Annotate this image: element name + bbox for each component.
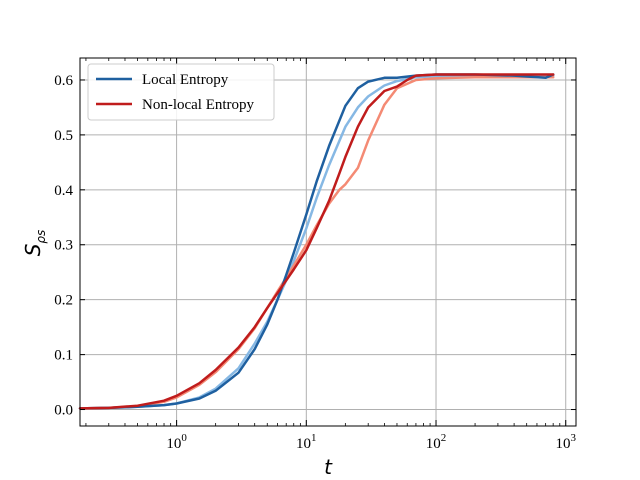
y-axis-label-subscript: ρs	[34, 230, 48, 244]
series-line-1	[78, 75, 555, 410]
x-tick-label: 101	[296, 432, 317, 452]
x-tick-label-base: 10	[555, 436, 570, 452]
x-tick-label-exponent: 0	[181, 432, 187, 444]
y-tick-label: 0.0	[54, 403, 73, 419]
legend-label-nonlocal: Non-local Entropy	[142, 97, 255, 113]
x-tick-label: 100	[166, 432, 187, 452]
x-axis-label: t	[324, 455, 333, 479]
x-tick-label-exponent: 1	[311, 432, 317, 444]
y-tick-label: 0.2	[54, 293, 73, 309]
y-tick-label: 0.4	[54, 183, 73, 199]
x-tick-label: 102	[426, 432, 447, 452]
legend-label-local: Local Entropy	[142, 72, 229, 88]
y-axis-label: Sρs	[21, 230, 48, 257]
y-tick-label: 0.3	[54, 238, 73, 254]
y-tick-label: 0.5	[54, 128, 73, 144]
legend: Local Entropy Non-local Entropy	[87, 63, 275, 121]
series-lines	[78, 73, 555, 410]
y-tick-label: 0.1	[54, 348, 73, 364]
x-tick-label-base: 10	[426, 436, 441, 452]
series-line-3	[78, 73, 555, 410]
legend-box	[87, 63, 275, 121]
x-tick-label: 103	[555, 432, 576, 452]
x-tick-label-base: 10	[166, 436, 181, 452]
y-tick-label: 0.6	[54, 73, 73, 89]
plot-frame	[79, 57, 577, 427]
y-axis-label-main: S	[21, 243, 45, 256]
x-tick-label-exponent: 3	[570, 432, 576, 444]
x-tick-label-exponent: 2	[441, 432, 447, 444]
x-tick-label-base: 10	[296, 436, 311, 452]
